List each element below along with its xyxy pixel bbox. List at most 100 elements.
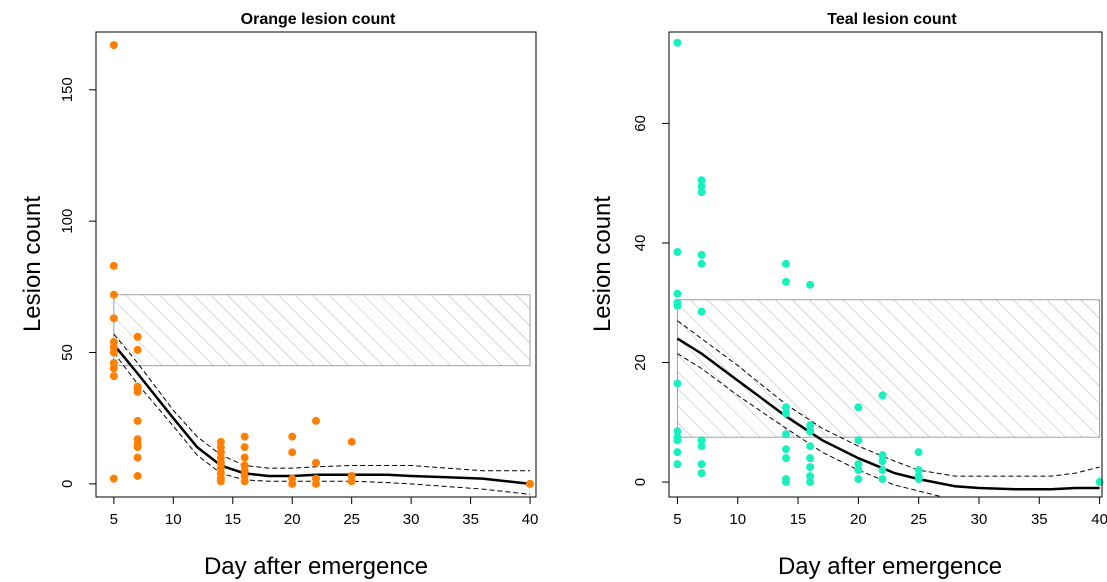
orange-x-tick-label: 40: [522, 511, 539, 528]
teal-data-point: [914, 466, 923, 475]
teal-y-tick-label: 60: [632, 115, 649, 132]
orange-x-axis-label: Day after emergence: [204, 553, 428, 580]
teal-y-ticks: 0 20 40 60: [632, 115, 669, 486]
orange-data-point: [109, 474, 118, 483]
teal-x-ticks: 5 10 15 20 25 30 35 40: [673, 497, 1107, 528]
orange-data-point: [216, 477, 225, 486]
teal-points-layer: [673, 38, 1104, 487]
teal-data-point: [806, 478, 815, 487]
orange-chart-title: Orange lesion count: [241, 11, 396, 28]
teal-data-point: [806, 442, 815, 451]
teal-data-point: [854, 475, 863, 484]
teal-x-tick-label: 15: [790, 511, 807, 528]
teal-chart-title: Teal lesion count: [827, 11, 957, 28]
orange-hatched-band: [113, 294, 531, 367]
teal-x-tick-label: 20: [850, 511, 867, 528]
teal-data-point: [806, 421, 815, 430]
teal-data-point: [673, 448, 682, 457]
orange-data-point: [133, 332, 142, 341]
teal-data-point: [697, 188, 706, 197]
orange-y-axis-label: Lesion count: [19, 196, 46, 332]
teal-band-layer: [676, 299, 1101, 438]
teal-data-point: [673, 38, 682, 47]
teal-data-point: [878, 457, 887, 466]
teal-y-tick-label: 40: [632, 235, 649, 252]
teal-data-point: [781, 478, 790, 487]
teal-data-point: [854, 460, 863, 469]
teal-y-axis-label: Lesion count: [589, 196, 616, 332]
teal-plot-frame: [668, 31, 1103, 498]
teal-data-point: [697, 442, 706, 451]
orange-data-point: [240, 443, 249, 452]
teal-data-point: [878, 475, 887, 484]
teal-data-point: [697, 182, 706, 191]
orange-data-point: [312, 479, 320, 488]
teal-data-point: [673, 427, 682, 436]
orange-data-point: [109, 348, 118, 357]
teal-data-point: [806, 472, 815, 481]
teal-x-tick-label: 40: [1091, 511, 1107, 528]
orange-data-point: [288, 448, 297, 457]
orange-data-point: [288, 432, 297, 441]
teal-hatched-band: [676, 299, 1101, 438]
orange-y-ticks: 0 50 100 150: [59, 77, 96, 488]
teal-data-point: [878, 451, 887, 460]
teal-data-point: [673, 247, 682, 256]
teal-fit-line: [676, 337, 1100, 491]
orange-data-point: [347, 477, 356, 486]
orange-data-point: [109, 364, 118, 373]
orange-plot-frame: [95, 31, 537, 498]
teal-fit-upper-ci: [677, 320, 1100, 477]
teal-data-point: [806, 454, 815, 463]
teal-data-point: [697, 460, 706, 469]
orange-x-tick-label: 20: [284, 511, 301, 528]
teal-data-point: [697, 307, 706, 316]
orange-data-point: [526, 479, 535, 488]
orange-data-point: [109, 314, 118, 323]
orange-x-tick-label: 30: [403, 511, 420, 528]
orange-y-tick-label: 100: [59, 209, 76, 234]
orange-y-tick-label: 0: [59, 480, 76, 488]
teal-data-point: [806, 463, 815, 472]
teal-x-tick-label: 5: [673, 511, 681, 528]
orange-band-layer: [113, 294, 531, 367]
orange-data-point: [109, 290, 118, 299]
orange-panel: Orange lesion count Day after emergence …: [19, 11, 538, 580]
orange-fit-lower-ci: [113, 352, 531, 495]
orange-data-point: [312, 416, 320, 425]
orange-data-point: [109, 41, 118, 50]
teal-data-point: [806, 427, 815, 436]
orange-data-point: [240, 432, 249, 441]
teal-data-point: [673, 460, 682, 469]
orange-x-tick-label: 15: [224, 511, 241, 528]
teal-data-point: [781, 403, 790, 412]
teal-data-point: [878, 391, 887, 400]
orange-data-point: [133, 443, 142, 452]
teal-data-point: [697, 176, 706, 185]
orange-y-tick-label: 150: [59, 77, 76, 102]
teal-data-point: [854, 436, 863, 445]
teal-data-point: [697, 436, 706, 445]
teal-data-point: [781, 430, 790, 439]
teal-data-point: [781, 454, 790, 463]
teal-data-point: [806, 280, 815, 289]
teal-data-point: [781, 409, 790, 418]
orange-fit-upper-ci: [113, 333, 531, 472]
teal-x-tick-label: 25: [910, 511, 927, 528]
teal-x-axis-label: Day after emergence: [778, 553, 1002, 580]
teal-data-point: [781, 259, 790, 268]
orange-x-tick-label: 10: [165, 511, 182, 528]
teal-data-point: [673, 436, 682, 445]
orange-y-tick-label: 50: [59, 344, 76, 361]
teal-y-tick-label: 20: [632, 354, 649, 371]
orange-data-point: [109, 261, 118, 270]
orange-x-tick-label: 25: [343, 511, 360, 528]
orange-data-point: [133, 345, 142, 354]
teal-data-point: [854, 403, 863, 412]
teal-x-tick-label: 10: [729, 511, 746, 528]
teal-data-point: [781, 445, 790, 454]
orange-data-point: [347, 437, 356, 446]
teal-data-point: [878, 466, 887, 475]
teal-data-point: [854, 466, 863, 475]
